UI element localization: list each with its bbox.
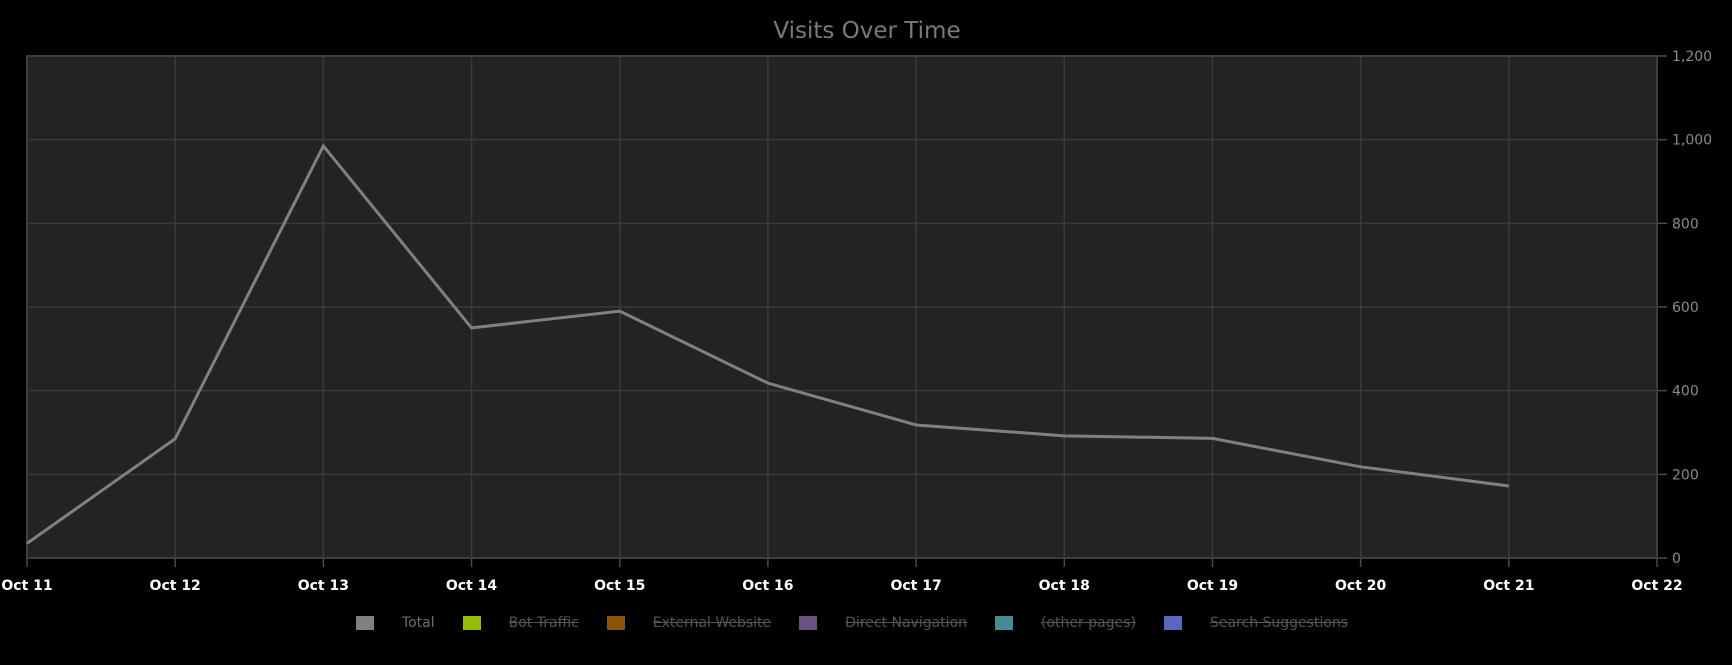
legend-label: Direct Navigation [845,615,968,631]
legend-item-external-website[interactable]: External Website [606,615,772,631]
legend-swatch-icon [1163,616,1182,630]
chart-title: Visits Over Time [773,18,960,44]
legend-label: Search Suggestions [1209,615,1349,631]
x-tick-label: Oct 11 [1,578,52,594]
x-tick-label: Oct 13 [298,578,349,594]
y-tick-label: 0 [1672,551,1681,567]
x-tick-label: Oct 20 [1335,578,1387,594]
legend-swatch-icon [799,616,818,630]
x-tick-label: Oct 17 [890,578,941,594]
x-tick-label: Oct 22 [1631,578,1682,594]
x-tick-label: Oct 16 [742,578,793,594]
legend-swatch-icon [355,616,374,630]
legend-label: External Website [652,615,772,631]
legend-item-bot-traffic[interactable]: Bot Traffic [462,615,579,631]
legend-label: Total [401,615,435,631]
y-tick-label: 1,200 [1672,49,1712,65]
y-tick-label: 600 [1672,300,1699,316]
x-tick-label: Oct 19 [1187,578,1238,594]
legend-swatch-icon [995,616,1014,630]
legend-swatch-icon [462,616,481,630]
legend-item-search-suggestions[interactable]: Search Suggestions [1163,615,1349,631]
legend-label: Bot Traffic [508,615,579,631]
x-tick-label: Oct 18 [1039,578,1090,594]
x-tick-label: Oct 14 [446,578,498,594]
y-tick-label: 400 [1672,384,1699,400]
legend-label: (other pages) [1041,615,1136,631]
y-tick-label: 800 [1672,216,1699,232]
x-axis: Oct 11 Oct 12 Oct 13 Oct 14 Oct 15 Oct 16 Oct … [1,558,1683,594]
x-tick-label: Oct 12 [150,578,201,594]
legend-item-other-pages[interactable]: (other pages) [995,615,1136,631]
x-tick-label: Oct 21 [1483,578,1534,594]
series-layer [26,143,1510,545]
legend: Total Bot Traffic External Website Direct N… [0,615,1732,631]
series-line-total[interactable] [26,143,1510,545]
legend-item-direct-navigation[interactable]: Direct Navigation [799,615,967,631]
x-tick-label: Oct 15 [594,578,645,594]
y-axis: 0 200 400 600 800 1,000 1,200 [1657,49,1712,567]
y-tick-label: 200 [1672,467,1699,483]
legend-swatch-icon [606,616,625,630]
y-tick-label: 1,000 [1672,133,1712,149]
legend-item-total[interactable]: Total [355,615,435,631]
